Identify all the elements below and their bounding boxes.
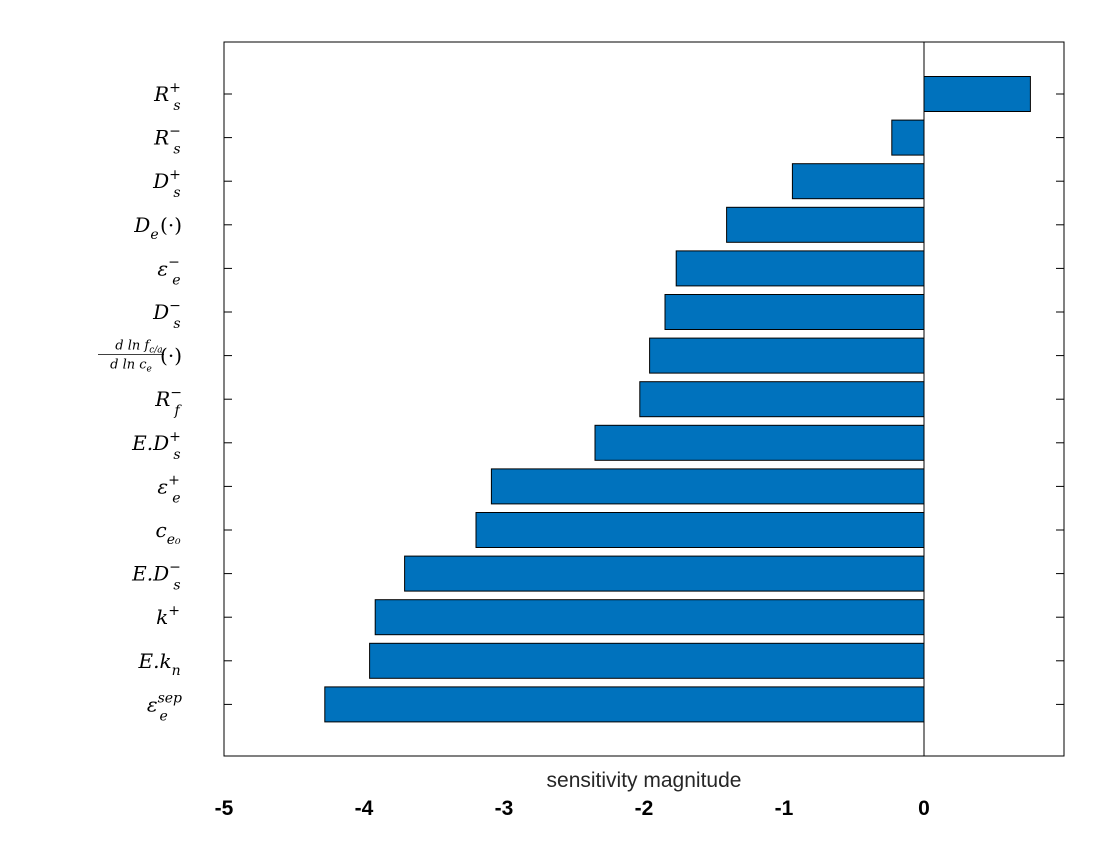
bar-2	[791, 163, 925, 200]
bar-1	[891, 119, 925, 156]
ytick-label-7: R− f	[154, 385, 182, 419]
ytick-label-6-arg: (·)	[160, 344, 182, 368]
bar-8	[594, 424, 925, 461]
ytick-label-13: E.kn	[137, 649, 182, 679]
bar-14	[324, 686, 925, 723]
ytick-label-0: R+ s	[153, 80, 182, 114]
bar-13	[369, 642, 925, 679]
ytick-label-5: D− s	[152, 298, 182, 332]
bar-5	[664, 294, 925, 330]
bar-9	[490, 468, 925, 505]
xtick-label-0: -5	[215, 797, 234, 820]
bar-12	[374, 599, 925, 636]
axes-layer	[223, 41, 1065, 757]
ytick-label-14: εsep e	[147, 690, 182, 724]
ytick-label-9: ε+ e	[157, 472, 182, 506]
ytick-label-6-numerator: d ln fc/a	[115, 339, 162, 356]
bar-3	[726, 206, 925, 243]
xtick-label-5: 0	[918, 797, 930, 820]
bar-0	[923, 76, 1031, 112]
ytick-label-10: ce₀	[155, 518, 182, 548]
ytick-label-6-denominator: d ln ce	[110, 358, 152, 375]
bar-10	[475, 512, 925, 548]
bars-layer	[324, 76, 1031, 723]
labels-layer: -5 -4 -3 -2 -1 0 R+ s R− s D+ s De (·) ε− e D− s R− f…	[98, 80, 930, 820]
ytick-label-4: ε− e	[157, 254, 182, 288]
ytick-label-6: d ln fc/a d ln ce (·)	[98, 339, 182, 375]
xtick-label-2: -3	[495, 797, 514, 820]
xtick-label-3: -2	[635, 797, 654, 820]
ytick-label-3: De (·)	[133, 213, 182, 243]
ytick-label-2: D+ s	[152, 167, 182, 201]
ytick-label-11: E.D− s	[131, 560, 182, 594]
bar-4	[675, 250, 925, 287]
ytick-label-1: R− s	[153, 124, 182, 158]
bar-6	[649, 337, 925, 374]
xtick-label-4: -1	[775, 797, 794, 820]
ytick-label-8: E.D+ s	[131, 429, 182, 463]
xtick-label-1: -4	[355, 797, 374, 820]
x-axis-label: sensitivity magnitude	[547, 769, 742, 792]
ytick-label-12: k+	[156, 603, 182, 629]
bar-7	[639, 381, 925, 418]
bar-11	[404, 555, 925, 592]
